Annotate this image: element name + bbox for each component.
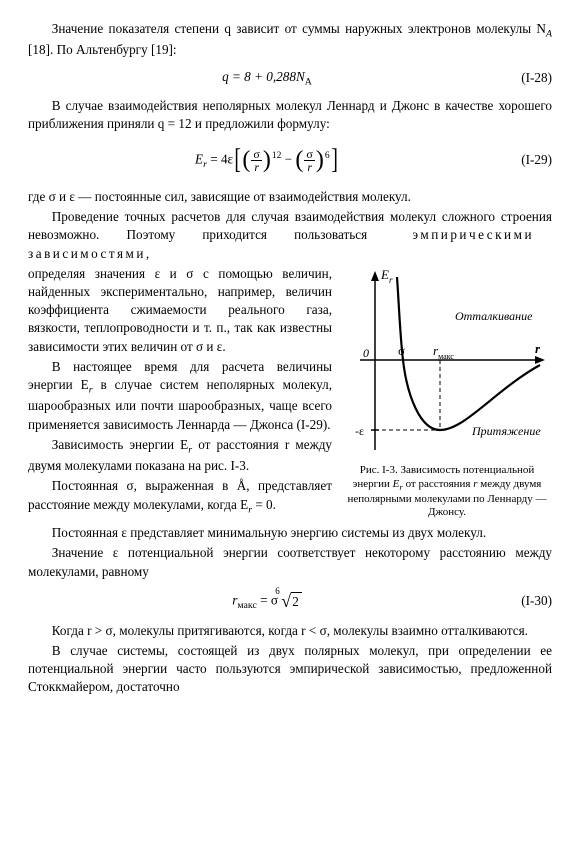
paragraph-9: Постоянная ε представляет минимальную эн…: [28, 524, 552, 542]
paragraph-10: Значение ε потенциальной энергии соответ…: [28, 544, 552, 580]
p1-sub: A: [546, 29, 552, 40]
eq29-label: (I-29): [506, 151, 552, 169]
eq29-frac2: σr: [304, 148, 314, 173]
svg-text:0: 0: [363, 346, 369, 360]
svg-text:Er: Er: [380, 267, 393, 285]
bracket-close-icon: ]: [331, 141, 338, 180]
paren-close-icon: ): [263, 147, 271, 173]
eq30-arg: 2: [291, 592, 302, 611]
eq29-p6: 6: [325, 151, 330, 161]
eq29-p12: 12: [272, 151, 282, 161]
figure-caption: Рис. I-3. Зависимость по­тенциальной эне…: [342, 464, 552, 520]
paragraph-12: В случае системы, состоящей из двух поля…: [28, 642, 552, 697]
svg-text:rмакс: rмакс: [433, 343, 454, 361]
paragraph-1: Значение показателя степени q зависит от…: [28, 20, 552, 60]
equation-28: q = 8 + 0,288NA (I-28): [28, 68, 552, 89]
eq28-var: N: [296, 69, 305, 84]
p11-text: Когда r > σ, молекулы притягиваются, ког…: [52, 623, 528, 638]
eq29-r2: r: [304, 161, 314, 173]
eq29-mid: = 4ε: [207, 152, 233, 167]
p2-text: В случае взаимодействия неполярных молек…: [28, 98, 552, 131]
svg-text:r: r: [535, 341, 541, 356]
eq28-body: q = 8 + 0,288NA: [28, 68, 506, 89]
p7-text: Зависимость энергии E: [52, 437, 189, 452]
eq28-sub: A: [305, 76, 312, 87]
cap-b: от расстояния: [403, 478, 473, 490]
root-icon: 6√2: [281, 589, 301, 614]
p3-text: где σ и ε — постоянные сил, зависящие от…: [28, 189, 411, 204]
eq30-label: (I-30): [506, 592, 552, 610]
equation-29: Er = 4ε[(σr)12 − (σr)6] (I-29): [28, 141, 552, 180]
p4b: эмпирическими: [412, 227, 534, 242]
eq30-body: rмакс = σ 6√2: [28, 589, 506, 614]
paren-close2-icon: ): [316, 147, 324, 173]
paren-open-icon: (: [242, 147, 250, 173]
p1-text: Значение показателя степени q зависит от…: [52, 21, 546, 36]
p4c: зависимостями,: [28, 246, 152, 261]
p9-text: Постоянная ε представляет минимальную эн…: [52, 525, 486, 540]
paragraph-4a: Проведение точных расчетов для случая вз…: [28, 208, 552, 263]
equation-30: rмакс = σ 6√2 (I-30): [28, 589, 552, 614]
eq30-idx: 6: [275, 585, 280, 597]
paragraph-11: Когда r > σ, молекулы притягиваются, ког…: [28, 622, 552, 640]
bracket-open-icon: [: [234, 141, 241, 180]
svg-text:σ: σ: [398, 343, 405, 358]
eq28-label: (I-28): [506, 69, 552, 87]
p1-tail: [18]. По Альтенбургу [19]:: [28, 42, 177, 57]
p8-text: Постоянная σ, выраженная в Å, пред­ставл…: [28, 478, 332, 511]
svg-text:-ε: -ε: [355, 424, 364, 438]
svg-text:Отталкивание: Отталкивание: [455, 309, 533, 323]
lj-potential-plot-icon: Er Отталкивание Притяжение 0 σ rмакс r -…: [345, 265, 550, 460]
p5-text: определяя значения ε и σ с помощью ве­ли…: [28, 266, 332, 354]
eq29-frac1: σr: [251, 148, 261, 173]
eq29-r1: r: [251, 161, 261, 173]
svg-text:Притяжение: Притяжение: [471, 424, 541, 438]
eq28-lhs: q = 8 + 0,288: [222, 69, 296, 84]
paragraph-3: где σ и ε — постоянные сил, зависящие от…: [28, 188, 552, 206]
p10-text: Значение ε потенциальной энергии соответ…: [28, 545, 552, 578]
eq29-E: E: [195, 152, 203, 167]
eq30-sub: макс: [237, 600, 257, 611]
p12-text: В случае системы, состоящей из двух поля…: [28, 643, 552, 694]
paren-open2-icon: (: [295, 147, 303, 173]
figure-i3: Er Отталкивание Притяжение 0 σ rмакс r -…: [342, 265, 552, 520]
p8-b: = 0.: [252, 497, 276, 512]
eq29-body: Er = 4ε[(σr)12 − (σr)6]: [28, 141, 506, 180]
paragraph-2: В случае взаимодействия неполярных молек…: [28, 97, 552, 133]
